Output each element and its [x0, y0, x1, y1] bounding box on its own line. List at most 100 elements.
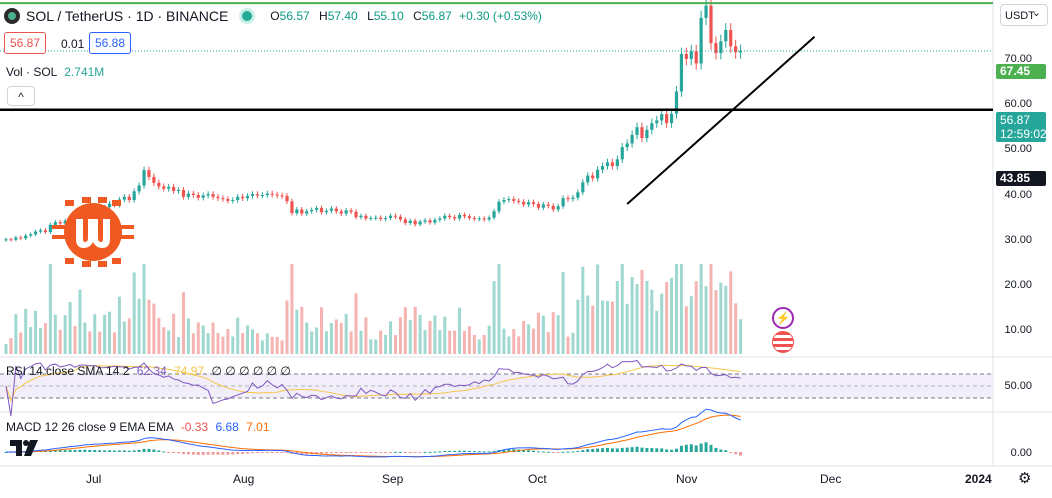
candle	[127, 196, 131, 200]
macd-histogram-bar	[265, 452, 269, 453]
macd-histogram-bar	[320, 452, 324, 454]
candle	[497, 201, 501, 212]
volume-bar	[48, 264, 52, 354]
volume-bar	[704, 286, 708, 354]
macd-histogram-bar	[384, 452, 388, 453]
candle	[226, 199, 230, 201]
candle	[290, 201, 294, 214]
volume-bar	[448, 330, 452, 354]
volume-bar	[625, 303, 629, 354]
macd-histogram-bar	[63, 450, 67, 452]
macd-histogram-bar	[591, 449, 595, 452]
volume-bar	[660, 293, 664, 354]
volume-bar	[433, 315, 437, 354]
macd-histogram-bar	[492, 450, 496, 452]
candle	[729, 30, 733, 47]
y-tick-label: 60.00	[1004, 98, 1032, 110]
macd-histogram-bar	[448, 450, 452, 452]
candle	[482, 218, 486, 220]
candle	[314, 208, 319, 210]
macd-histogram-bar	[467, 450, 471, 452]
market-open-icon	[242, 11, 253, 21]
symbol-title[interactable]: SOL / TetherUS · 1D · BINANCE	[26, 8, 229, 24]
macd-histogram-bar	[586, 449, 590, 452]
candle	[339, 211, 343, 214]
macd-histogram-bar	[364, 452, 368, 453]
candle	[433, 219, 437, 223]
lightning-icon[interactable]: ⚡	[772, 307, 794, 329]
candle	[630, 134, 634, 144]
x-tick-label: Dec	[820, 472, 842, 486]
macd-histogram-bar	[374, 452, 378, 453]
volume-bar	[339, 322, 343, 354]
y-tick-label: 50.00	[1004, 143, 1032, 155]
candle	[295, 209, 299, 214]
macd-histogram-bar	[408, 452, 412, 453]
candle	[448, 215, 452, 218]
candle	[181, 190, 186, 197]
candle	[216, 196, 220, 199]
macd-histogram-bar	[625, 447, 629, 452]
candle	[147, 170, 151, 177]
macd-histogram-bar	[724, 450, 728, 452]
candle	[310, 209, 314, 212]
symbol-logo-icon	[4, 8, 20, 24]
volume-bar	[581, 266, 585, 354]
candle	[418, 221, 422, 225]
volume-bar	[714, 290, 718, 354]
settings-gear-icon[interactable]: ⚙	[1018, 470, 1032, 487]
volume-bar	[241, 333, 245, 354]
candle	[443, 215, 447, 219]
sell-price-button[interactable]: 56.87	[4, 32, 47, 54]
candle	[600, 166, 605, 170]
macd-histogram-bar	[280, 452, 284, 453]
volume-bar	[517, 336, 521, 354]
macd-histogram-bar	[635, 446, 639, 452]
volume-bar	[477, 339, 481, 354]
currency-select[interactable]: USDT ⌄	[1000, 4, 1048, 26]
volume-label: Vol · SOL 2.741M	[6, 65, 105, 79]
macd-histogram-bar	[73, 450, 77, 452]
macd-histogram-bar	[68, 449, 72, 452]
macd-histogram-bar	[739, 452, 743, 456]
collapse-button[interactable]: ^	[7, 86, 35, 106]
macd-histogram-bar	[324, 452, 328, 454]
resistance-price-tag: 67.45	[996, 64, 1046, 79]
macd-histogram-bar	[315, 452, 319, 454]
candle	[694, 51, 698, 64]
macd-histogram-bar	[581, 450, 585, 452]
candle	[162, 186, 166, 189]
candle	[305, 211, 309, 214]
volume-bar	[108, 311, 112, 354]
candle	[349, 210, 353, 212]
us-flag-icon[interactable]	[772, 331, 794, 353]
buy-price-button[interactable]: 56.88	[89, 32, 132, 54]
volume-bar	[601, 300, 605, 354]
macd-axis-label: 0.00	[1010, 447, 1032, 459]
volume-bar	[226, 329, 230, 354]
candle	[132, 191, 136, 200]
volume-bar	[408, 320, 412, 354]
volume-bar	[265, 333, 269, 354]
volume-bar	[369, 339, 373, 354]
candle	[615, 159, 619, 167]
volume-bar	[236, 317, 240, 354]
candle	[206, 194, 210, 196]
volume-bar	[374, 339, 378, 354]
macd-histogram-bar	[699, 443, 703, 452]
macd-histogram-bar	[177, 452, 181, 454]
candle	[472, 218, 476, 220]
macd-legend: MACD 12 26 close 9 EMA EMA -0.33 6.68 7.…	[6, 420, 270, 434]
candle	[379, 217, 383, 219]
volume-bar	[181, 292, 185, 354]
candle	[236, 196, 240, 200]
rsi-axis-label: 50.00	[1004, 380, 1032, 392]
chevron-up-icon: ^	[18, 90, 24, 104]
candle	[255, 194, 260, 196]
volume-bar	[428, 320, 432, 354]
candle	[201, 195, 205, 198]
volume-bar	[734, 303, 738, 354]
macd-histogram-bar	[522, 449, 526, 452]
candle	[625, 143, 629, 148]
